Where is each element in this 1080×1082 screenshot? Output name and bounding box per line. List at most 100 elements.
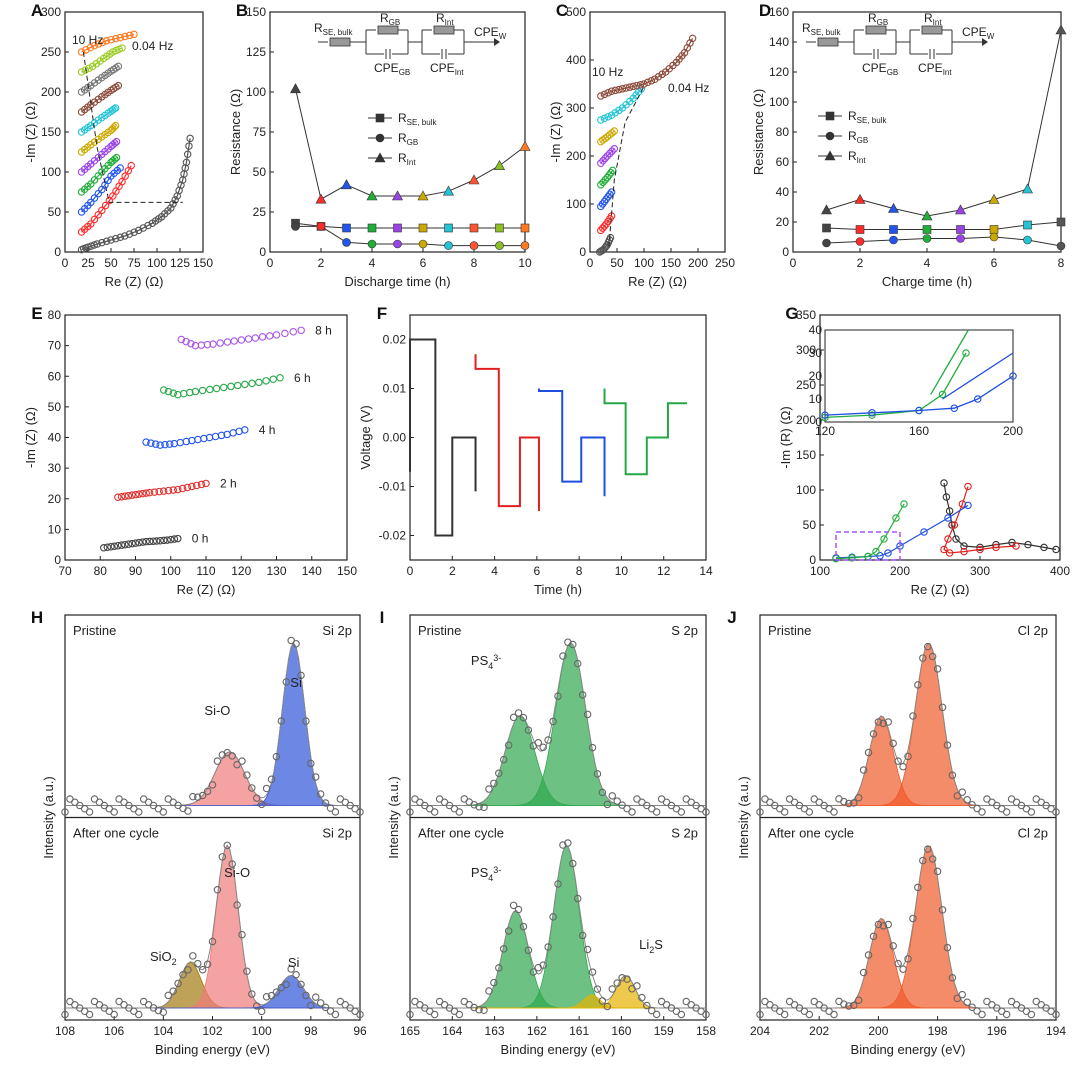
fit-line bbox=[81, 157, 117, 193]
raw-data-point bbox=[480, 803, 488, 812]
data-point bbox=[945, 507, 954, 515]
raw-data-point bbox=[805, 1010, 814, 1019]
data-point bbox=[147, 439, 155, 447]
data-point bbox=[989, 225, 999, 234]
y-tick-label: 100 bbox=[566, 197, 586, 211]
data-point bbox=[607, 87, 616, 95]
data-point bbox=[251, 334, 260, 342]
panel-letter: H bbox=[31, 608, 43, 627]
raw-data-point bbox=[578, 691, 587, 699]
data-point bbox=[227, 382, 235, 391]
raw-data-point bbox=[677, 1010, 686, 1019]
data-point bbox=[116, 233, 125, 242]
raw-data-point bbox=[470, 801, 478, 809]
x-axis-label: Binding energy (eV) bbox=[155, 1042, 270, 1057]
data-point bbox=[611, 86, 620, 95]
data-point bbox=[130, 228, 138, 236]
peak-fill bbox=[760, 642, 1056, 806]
x-tick-label: 6 bbox=[991, 256, 998, 270]
subscript: 2 bbox=[649, 945, 654, 955]
inset-line bbox=[930, 329, 969, 395]
x-tick-label: 8 bbox=[576, 564, 583, 578]
data-point bbox=[155, 487, 163, 496]
data-point bbox=[159, 487, 168, 495]
data-point bbox=[822, 238, 831, 248]
data-point bbox=[954, 204, 967, 215]
raw-data-point bbox=[267, 775, 276, 784]
envelope-line bbox=[410, 642, 706, 806]
x-tick-label: 80 bbox=[94, 564, 108, 578]
fit-line bbox=[81, 33, 135, 53]
data-point bbox=[223, 338, 232, 346]
data-point bbox=[291, 222, 300, 231]
raw-data-point bbox=[455, 808, 464, 816]
raw-data-point bbox=[953, 994, 962, 1003]
peak-label-si: Si bbox=[288, 955, 300, 970]
circuit-label: CPEGB bbox=[374, 61, 410, 77]
raw-data-point bbox=[302, 717, 310, 725]
inset: 120 160 200 0 10 20 30 40 bbox=[809, 323, 1024, 438]
x-tick-label: 106 bbox=[104, 1024, 124, 1038]
subscript: SE, bulk bbox=[407, 118, 438, 127]
x-tick-label: 300 bbox=[970, 564, 990, 578]
raw-data-point bbox=[253, 1002, 261, 1010]
data-point bbox=[442, 185, 455, 196]
raw-data-point bbox=[953, 792, 962, 800]
x-tick-label: 10 bbox=[615, 564, 629, 578]
data-point bbox=[241, 380, 249, 389]
inset-point bbox=[915, 406, 923, 415]
data-point bbox=[98, 238, 106, 247]
resistor-icon bbox=[817, 37, 839, 47]
data-point bbox=[194, 435, 202, 444]
data-point bbox=[187, 339, 195, 348]
inset-point bbox=[950, 404, 958, 412]
y-tick-label: 160 bbox=[769, 5, 789, 19]
raw-data-point bbox=[1052, 808, 1060, 816]
x-tick-label: 140 bbox=[302, 564, 322, 578]
fit-line bbox=[81, 141, 117, 173]
x-tick-label: 4 bbox=[369, 256, 376, 270]
y-tick-label: 40 bbox=[48, 431, 62, 445]
inset-point bbox=[868, 409, 876, 417]
peak-fill bbox=[65, 844, 360, 1009]
x-axis-label: Re (Z) (Ω) bbox=[911, 582, 970, 597]
circuit-label: RGB bbox=[868, 11, 888, 27]
raw-data-point bbox=[968, 800, 976, 809]
raw-data-point bbox=[504, 927, 513, 935]
data-point bbox=[103, 543, 112, 551]
raw-data-point bbox=[618, 801, 626, 809]
x-tick-label: 2 bbox=[318, 256, 325, 270]
data-point bbox=[176, 438, 185, 447]
data-point bbox=[87, 198, 95, 207]
data-point bbox=[125, 31, 134, 40]
raw-data-point bbox=[1027, 808, 1036, 816]
x-tick-label: 12 bbox=[657, 564, 671, 578]
data-point bbox=[112, 137, 121, 146]
voltage-trace bbox=[474, 354, 540, 511]
peak-fill bbox=[760, 845, 1056, 1009]
data-point bbox=[111, 155, 119, 163]
raw-data-point bbox=[514, 709, 523, 717]
series-label-0: 0 h bbox=[192, 532, 209, 546]
subscript: Int bbox=[407, 158, 417, 167]
series-line bbox=[295, 88, 526, 200]
circuit-label: RSE, bulk bbox=[314, 21, 353, 37]
raw-data-point bbox=[480, 1006, 488, 1014]
x-tick-label: 200 bbox=[688, 256, 708, 270]
raw-data-point bbox=[643, 1001, 651, 1010]
data-point bbox=[107, 542, 115, 551]
x-tick-label: 200 bbox=[890, 564, 910, 578]
raw-data-point bbox=[583, 945, 592, 954]
raw-data-point bbox=[282, 678, 290, 686]
circuit-label: CPEW bbox=[474, 25, 507, 41]
raw-data-point bbox=[406, 808, 414, 816]
x-tick-label: 125 bbox=[170, 256, 190, 270]
data-point bbox=[182, 337, 190, 346]
data-point bbox=[519, 140, 531, 151]
legend-label: RSE, bulk bbox=[398, 111, 437, 127]
raw-data-point bbox=[578, 931, 587, 940]
data-point bbox=[164, 387, 173, 396]
raw-data-point bbox=[623, 804, 631, 813]
data-point bbox=[197, 341, 206, 349]
